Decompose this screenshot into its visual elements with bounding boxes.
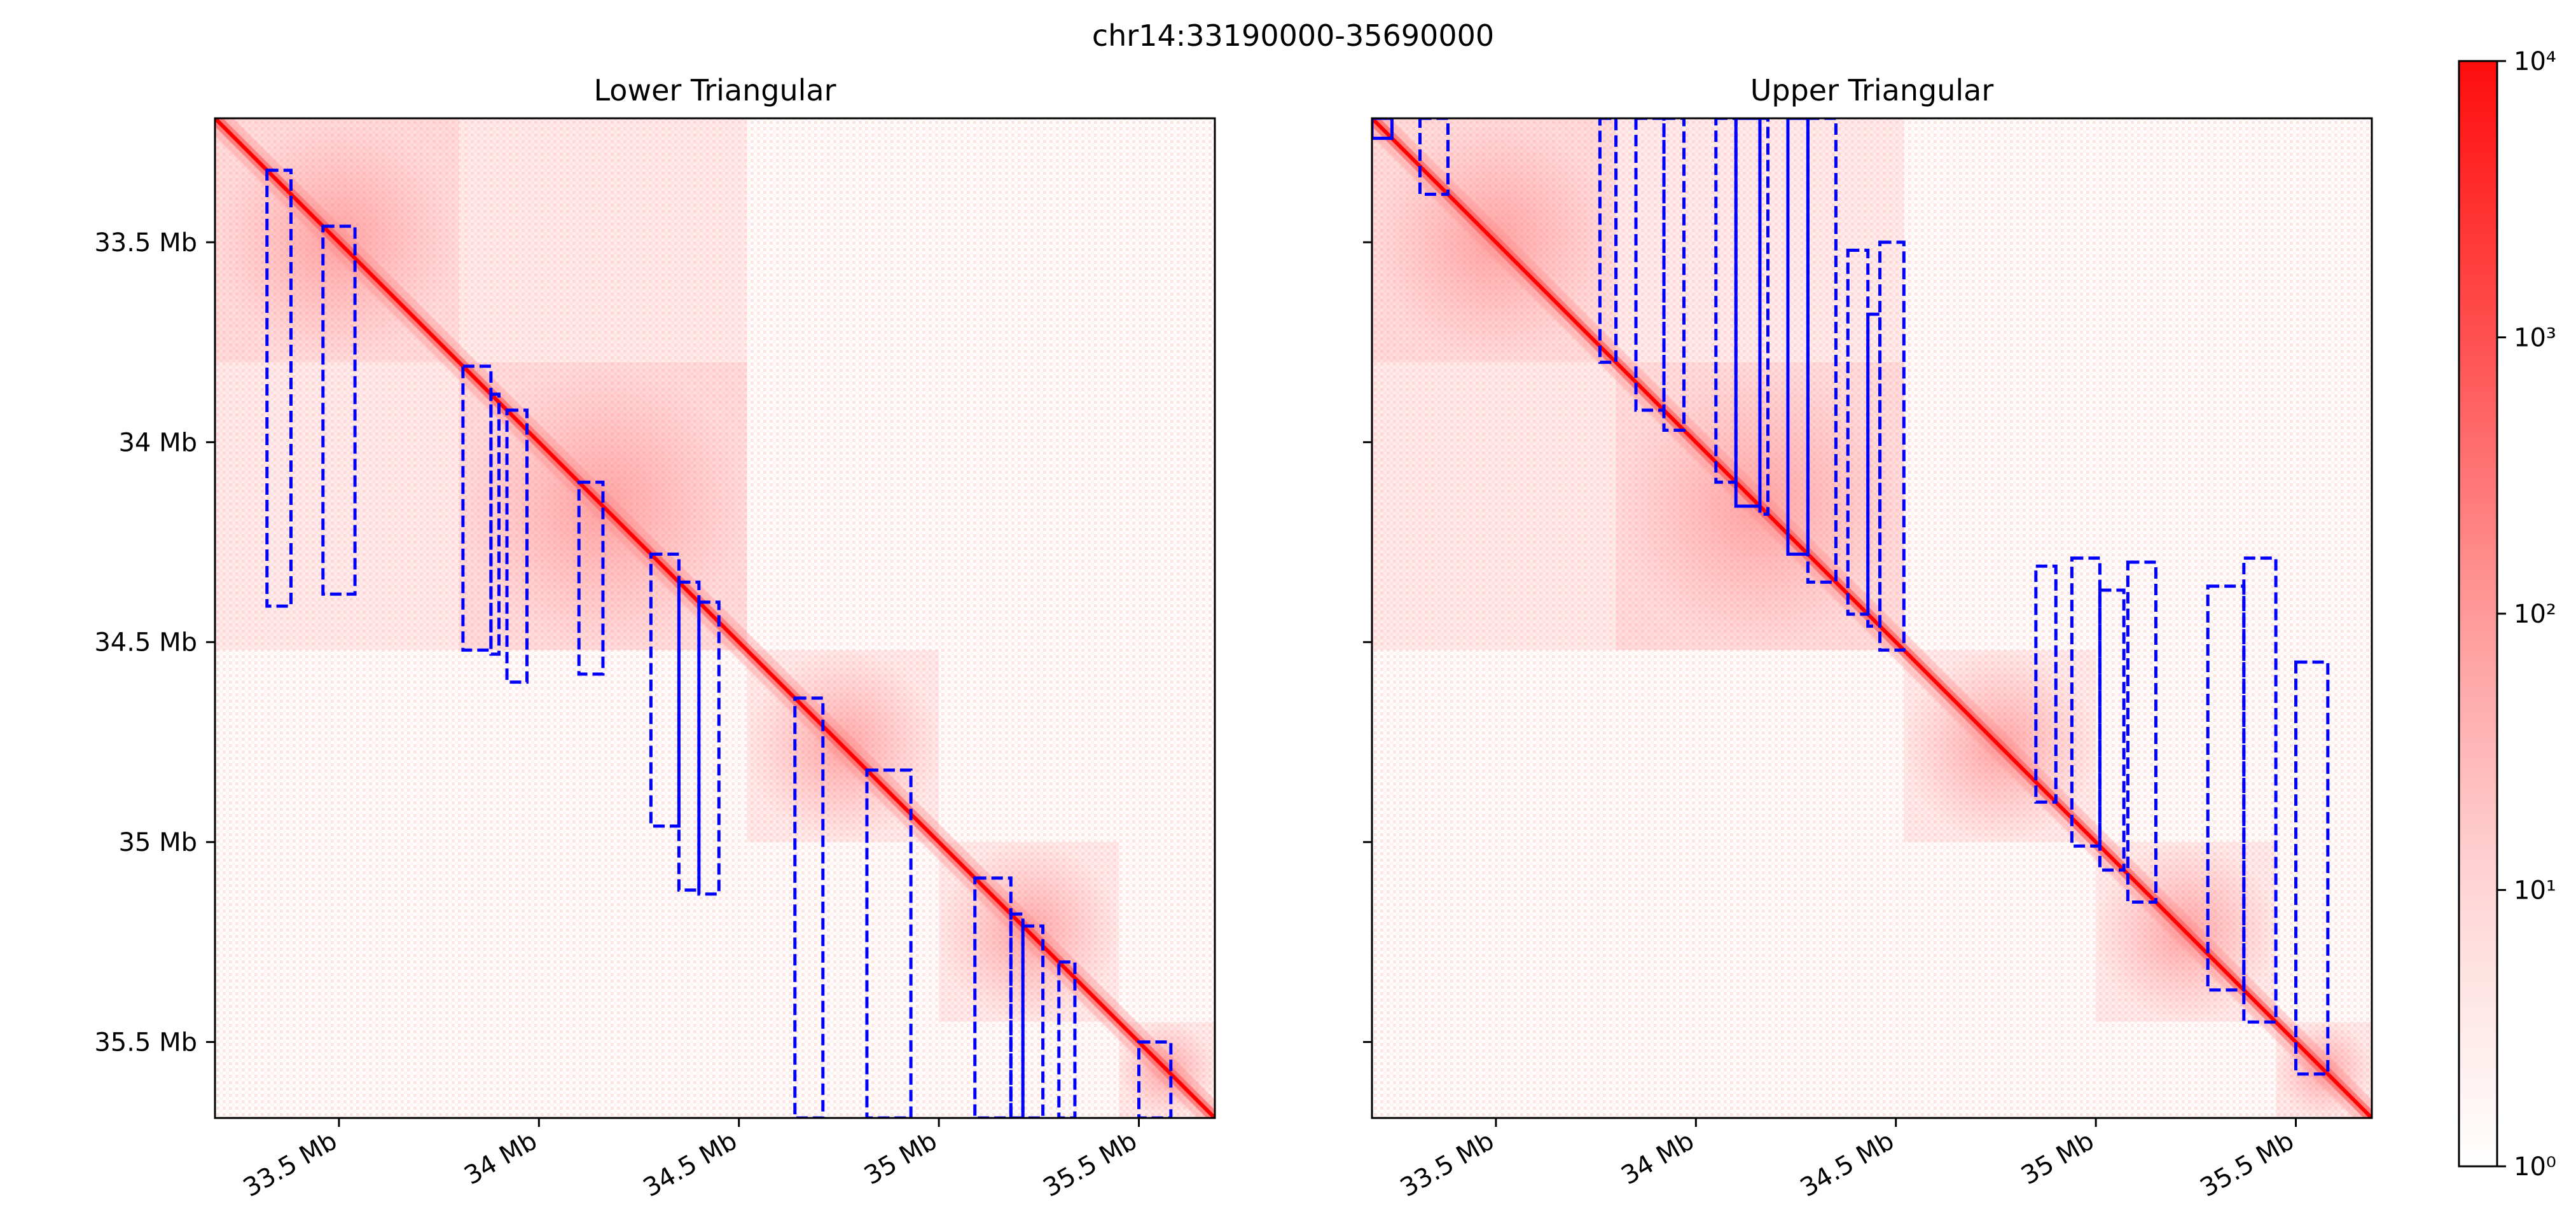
- loop-annotations: [265, 169, 1173, 1118]
- diagonal-line: [1372, 118, 2372, 1118]
- colorbar: 10⁰ 10¹ 10² 10³ 10⁴: [2458, 47, 2556, 1182]
- loop-box: [1021, 924, 1045, 1118]
- loop-box: [1598, 118, 1618, 364]
- x-tick-label: 33.5 Mb: [239, 1126, 342, 1203]
- upper-triangular-panel: Upper Triangular 33.5 Mb 34 Mb 34.5 Mb 35 M…: [1363, 73, 2373, 1203]
- loop-box: [1662, 118, 1686, 432]
- loop-box: [2034, 564, 2058, 804]
- colorbar-tick-label: 10⁴: [2514, 47, 2556, 76]
- lower-triangular-panel: Lower Triangular 33.5 Mb 34 Mb 34.5 Mb 35 M…: [94, 73, 1216, 1203]
- x-axis: 33.5 Mb 34 Mb 34.5 Mb 35 Mb 35.5 Mb: [1395, 1118, 2299, 1203]
- heatmap-cells: [215, 118, 1215, 1118]
- x-tick-label: 34 Mb: [1616, 1126, 1699, 1191]
- x-tick-label: 35 Mb: [859, 1126, 942, 1191]
- y-axis: [1363, 241, 1372, 1044]
- panel-title: Lower Triangular: [593, 73, 836, 107]
- x-tick-label: 34 Mb: [459, 1126, 542, 1191]
- figure-title: chr14:33190000-35690000: [1092, 18, 1494, 53]
- loop-box: [1418, 118, 1450, 196]
- loop-box: [1372, 118, 1394, 140]
- y-tick-label: 34.5 Mb: [94, 628, 197, 658]
- x-tick-label: 35.5 Mb: [2196, 1126, 2299, 1203]
- axes-frame: [214, 117, 1216, 1119]
- loop-box: [2126, 560, 2157, 904]
- colorbar-tick-label: 10²: [2514, 600, 2556, 629]
- y-tick-label: 33.5 Mb: [94, 228, 197, 258]
- y-tick-label: 35 Mb: [118, 828, 197, 857]
- loop-box: [697, 600, 721, 896]
- x-axis: 33.5 Mb 34 Mb 34.5 Mb 35 Mb 35.5 Mb: [239, 1118, 1142, 1203]
- colorbar-tick-label: 10¹: [2514, 876, 2556, 906]
- panel-title: Upper Triangular: [1750, 73, 1994, 107]
- x-tick-label: 33.5 Mb: [1395, 1126, 1499, 1203]
- loop-box: [865, 768, 913, 1118]
- loop-box: [1806, 118, 1838, 584]
- loop-annotations: [1372, 118, 2330, 1076]
- y-tick-label: 35.5 Mb: [94, 1028, 197, 1058]
- x-tick-label: 35 Mb: [2016, 1126, 2099, 1191]
- loop-box: [1009, 912, 1025, 1118]
- loop-box: [649, 552, 681, 828]
- loop-box: [2070, 556, 2102, 848]
- y-axis: 33.5 Mb 34 Mb 34.5 Mb 35 Mb 35.5 Mb: [94, 228, 215, 1058]
- colorbar-gradient: [2458, 60, 2498, 1168]
- loop-box: [265, 169, 293, 608]
- x-tick-label: 35.5 Mb: [1039, 1126, 1142, 1203]
- loop-box: [321, 224, 357, 596]
- loop-box: [2098, 588, 2126, 872]
- loop-box: [1057, 960, 1077, 1118]
- diagonal-line: [215, 118, 1215, 1118]
- x-tick-label: 34.5 Mb: [639, 1126, 742, 1203]
- loop-box: [489, 392, 501, 656]
- x-tick-label: 34.5 Mb: [1796, 1126, 1899, 1203]
- colorbar-tick-label: 10³: [2514, 324, 2556, 353]
- loop-box: [2294, 660, 2330, 1076]
- colorbar-tick-label: 10⁰: [2514, 1152, 2556, 1182]
- axes-frame: [1371, 117, 2373, 1119]
- loop-box: [1758, 118, 1770, 516]
- loop-box: [505, 408, 529, 684]
- colorbar-ticks: 10⁰ 10¹ 10² 10³ 10⁴: [2497, 47, 2556, 1182]
- loop-box: [577, 480, 605, 676]
- loop-box: [793, 696, 825, 1118]
- y-tick-label: 34 Mb: [118, 428, 197, 457]
